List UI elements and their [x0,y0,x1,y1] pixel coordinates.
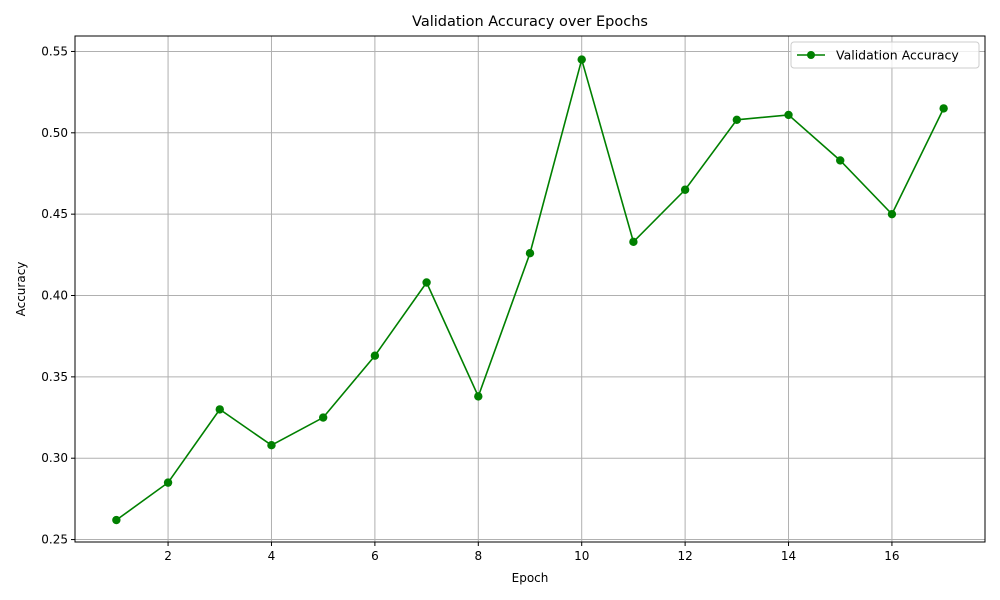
chart-title: Validation Accuracy over Epochs [412,14,648,30]
data-point [163,478,173,487]
legend-label: Validation Accuracy [836,48,959,63]
x-axis-ticks: 2 4 6 8 10 12 14 16 [164,542,900,563]
legend: Validation Accuracy [790,41,980,69]
y-tick-label: 0.55 [41,44,68,58]
y-tick-label: 0.45 [41,207,68,221]
x-tick-label: 10 [574,549,589,563]
legend-marker-swatch [807,51,815,59]
y-tick-label: 0.40 [41,289,68,303]
data-point [732,115,742,124]
data-point [525,249,535,258]
data-point [887,209,897,219]
data-point [370,351,380,360]
data-point [267,440,276,450]
plot-frame [74,35,986,543]
grid-lines [75,36,985,542]
data-point [836,156,845,165]
x-tick-label: 14 [781,549,796,563]
data-point [939,104,948,113]
x-tick-label: 4 [268,549,276,563]
data-point [474,392,483,401]
legend-box [790,41,980,69]
x-tick-label: 6 [371,549,379,563]
data-point [112,515,121,525]
y-tick-label: 0.35 [41,370,68,384]
data-point [215,405,224,414]
data-point [784,110,793,120]
x-tick-label: 16 [884,549,899,563]
x-tick-label: 8 [474,549,482,563]
y-axis-ticks: 0.25 0.30 0.35 0.40 0.45 0.50 0.55 [41,44,75,547]
y-axis-label: Accuracy [14,262,28,317]
series-group [112,55,948,525]
data-point [422,278,431,287]
data-point [577,55,586,64]
y-tick-label: 0.25 [41,533,68,547]
data-point [318,413,328,422]
series-line [115,56,945,521]
x-axis-label: Epoch [512,571,549,585]
y-tick-label: 0.30 [41,451,68,465]
data-point [629,237,638,247]
data-point [680,185,690,194]
y-tick-label: 0.50 [41,126,68,140]
x-tick-label: 2 [164,549,172,563]
x-tick-label: 12 [677,549,692,563]
